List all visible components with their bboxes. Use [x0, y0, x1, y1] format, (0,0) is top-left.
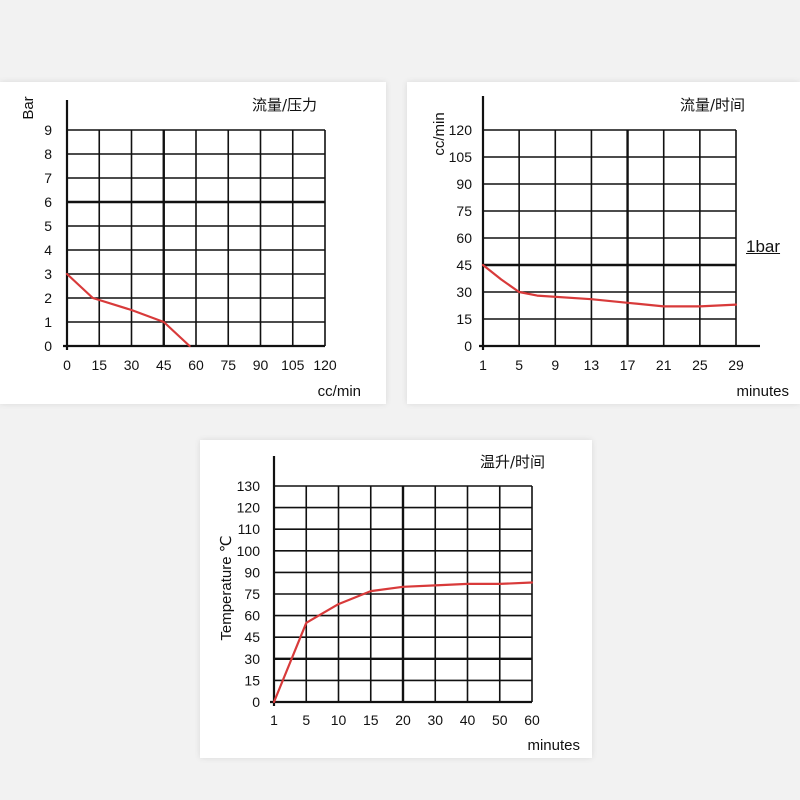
temp-series-line — [272, 581, 534, 704]
flow-x-tick-label: 21 — [656, 357, 672, 373]
pressure-x-axis-label: cc/min — [318, 383, 361, 400]
pressure-series-line — [65, 272, 191, 348]
flow-y-tick-label: 60 — [456, 230, 472, 246]
pressure-x-tick-label: 120 — [313, 357, 337, 373]
pressure-y-tick-label: 8 — [44, 146, 52, 162]
temp-y-tick-label: 30 — [244, 651, 260, 667]
flow-y-tick-label: 15 — [456, 311, 472, 327]
temp-y-tick-label: 60 — [244, 608, 260, 624]
temp-y-tick-label: 100 — [237, 543, 261, 559]
pressure-chart-title: 流量/压力 — [252, 96, 317, 114]
pressure-flow-chart-panel — [0, 82, 386, 404]
flow-chart: 1 5 9 13 17 21 25 290153045607590105120流量/时间min… — [431, 96, 789, 400]
temp-y-tick-label: 90 — [244, 564, 260, 580]
temp-x-tick-label: 40 — [460, 712, 476, 728]
flow-x-tick-label: 13 — [584, 357, 600, 373]
pressure-y-tick-label: 4 — [44, 242, 52, 258]
temp-x-tick-label: 5 — [302, 712, 310, 728]
temp-y-tick-label: 110 — [238, 521, 261, 537]
flow-series-line — [481, 263, 738, 308]
temp-x-tick-label: 10 — [331, 712, 347, 728]
pressure-y-tick-label: 1 — [44, 314, 52, 330]
temp-x-tick-label: 50 — [492, 712, 508, 728]
flow-chart-title: 流量/时间 — [680, 96, 745, 114]
flow-x-tick-label: 1 — [479, 357, 487, 373]
pressure-y-tick-label: 6 — [44, 194, 52, 210]
flow-y-tick-label: 105 — [449, 149, 473, 165]
flow-y-axis-label: cc/min — [431, 112, 448, 155]
temp-y-tick-label: 75 — [244, 586, 260, 602]
temp-x-tick-label: 20 — [395, 712, 411, 728]
pressure-x-tick-label: 75 — [220, 357, 236, 373]
flow-y-tick-label: 75 — [456, 203, 472, 219]
flow-x-tick-label: 5 — [515, 357, 523, 373]
temp-chart-title: 温升/时间 — [480, 453, 545, 471]
pressure-y-tick-label: 5 — [44, 218, 52, 234]
flow-y-tick-label: 0 — [464, 338, 472, 354]
temp-x-tick-label: 60 — [524, 712, 540, 728]
pressure-x-tick-label: 15 — [91, 357, 107, 373]
temp-y-tick-label: 120 — [237, 500, 261, 516]
pressure-x-tick-label: 45 — [156, 357, 172, 373]
pressure-x-tick-label: 60 — [188, 357, 204, 373]
pressure-x-tick-label: 105 — [281, 357, 305, 373]
temp-y-axis-label: Temperature ℃ — [218, 535, 235, 640]
temperature-time-chart-panel — [200, 440, 592, 758]
temp-y-tick-label: 45 — [244, 629, 260, 645]
pressure-y-tick-label: 0 — [44, 338, 52, 354]
pressure-x-tick-label: 30 — [124, 357, 140, 373]
temp-y-tick-label: 130 — [237, 478, 261, 494]
temp-x-tick-label: 30 — [427, 712, 443, 728]
flow-y-tick-label: 30 — [456, 284, 472, 300]
side-note-label: 1bar — [746, 237, 781, 256]
pressure-y-tick-label: 7 — [44, 170, 52, 186]
temp-x-tick-label: 15 — [363, 712, 379, 728]
pressure-y-tick-label: 3 — [44, 266, 52, 282]
flow-y-tick-label: 45 — [456, 257, 472, 273]
pressure-y-tick-label: 2 — [44, 290, 52, 306]
temp-y-tick-label: 15 — [244, 672, 260, 688]
pressure-y-axis-label: Bar — [20, 96, 37, 119]
temp-x-tick-label: 1 — [270, 712, 278, 728]
temp-x-axis-label: minutes — [527, 737, 580, 754]
flow-time-chart-panel — [407, 82, 800, 404]
flow-x-tick-label: 17 — [620, 357, 636, 373]
flow-x-tick-label: 29 — [728, 357, 744, 373]
flow-x-axis-label: minutes — [736, 383, 789, 400]
flow-y-tick-label: 90 — [456, 176, 472, 192]
temp-chart: 1 5 10 15 20 30 40 50 60015304560759010011012013… — [218, 453, 580, 754]
flow-x-tick-label: 9 — [551, 357, 559, 373]
pressure-y-tick-label: 9 — [44, 122, 52, 138]
flow-y-tick-label: 120 — [449, 122, 473, 138]
pressure-chart: 0 15 30 45 60 75 90 105 1200123456789流量/压力cc/min… — [20, 96, 361, 400]
flow-x-tick-label: 25 — [692, 357, 708, 373]
pressure-x-tick-label: 0 — [63, 357, 71, 373]
temp-y-tick-label: 0 — [252, 694, 260, 710]
pressure-x-tick-label: 90 — [253, 357, 269, 373]
